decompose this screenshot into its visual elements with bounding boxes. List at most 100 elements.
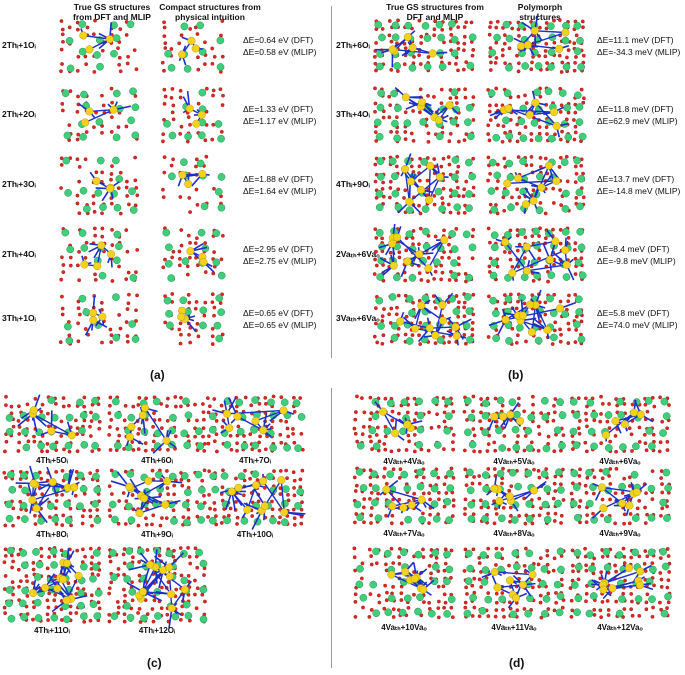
oxygen-atom bbox=[388, 179, 393, 184]
oxygen-atom bbox=[397, 255, 402, 260]
oxygen-atom bbox=[188, 240, 192, 245]
thorium-atom bbox=[93, 549, 101, 557]
thorium-atom bbox=[572, 483, 581, 491]
thorium-atom bbox=[556, 547, 565, 556]
oxygen-atom bbox=[271, 394, 276, 399]
oxygen-atom bbox=[643, 402, 648, 407]
oxygen-atom bbox=[578, 467, 582, 472]
oxygen-atom bbox=[284, 419, 289, 424]
oxygen-atom bbox=[522, 409, 526, 414]
thorium-atom bbox=[123, 575, 131, 583]
thorium-atom bbox=[560, 158, 569, 167]
thorium-atom bbox=[91, 413, 100, 421]
oxygen-atom bbox=[390, 418, 395, 423]
interstitial-atom bbox=[425, 324, 434, 333]
thorium-atom bbox=[557, 565, 565, 574]
thorium-atom bbox=[66, 245, 75, 254]
oxygen-atom bbox=[494, 56, 499, 60]
thorium-atom bbox=[353, 500, 362, 509]
oxygen-atom bbox=[107, 586, 112, 591]
interstitial-atom bbox=[544, 161, 553, 170]
interstitial-atom bbox=[227, 487, 236, 496]
oxygen-atom bbox=[212, 501, 217, 505]
oxygen-atom bbox=[421, 511, 425, 516]
oxygen-atom bbox=[427, 521, 431, 525]
oxygen-atom bbox=[91, 194, 96, 198]
thorium-atom bbox=[617, 411, 625, 419]
oxygen-atom bbox=[421, 547, 425, 552]
oxygen-atom bbox=[419, 278, 424, 282]
oxygen-atom bbox=[552, 18, 556, 23]
oxygen-atom bbox=[584, 599, 588, 604]
oxygen-atom bbox=[108, 327, 113, 332]
thorium-atom bbox=[47, 396, 56, 404]
oxygen-atom bbox=[73, 493, 78, 498]
oxygen-atom bbox=[552, 410, 557, 415]
oxygen-atom bbox=[645, 592, 650, 597]
oxygen-atom bbox=[126, 301, 131, 306]
oxygen-atom bbox=[446, 155, 451, 159]
oxygen-atom bbox=[501, 607, 505, 612]
oxygen-atom bbox=[436, 475, 441, 480]
thorium-atom bbox=[492, 309, 500, 318]
oxygen-atom bbox=[515, 201, 519, 206]
interstitial-atom bbox=[508, 269, 517, 278]
oxygen-atom bbox=[177, 263, 182, 268]
oxygen-atom bbox=[462, 210, 467, 215]
thorium-atom bbox=[18, 599, 27, 608]
oxygen-atom bbox=[26, 492, 31, 497]
oxygen-atom bbox=[32, 434, 36, 439]
oxygen-atom bbox=[186, 293, 191, 297]
oxygen-atom bbox=[46, 411, 50, 416]
oxygen-atom bbox=[573, 60, 577, 65]
oxygen-atom bbox=[107, 591, 112, 596]
oxygen-atom bbox=[178, 195, 183, 199]
oxygen-atom bbox=[76, 306, 81, 311]
thorium-atom bbox=[37, 517, 45, 525]
thorium-atom bbox=[250, 426, 258, 434]
panel_a-row-label: 2Thᵢ+3Oᵢ bbox=[2, 179, 36, 189]
thorium-atom bbox=[163, 296, 172, 305]
oxygen-atom bbox=[178, 95, 183, 100]
panel_a-row-label: 2Thᵢ+2Oᵢ bbox=[2, 109, 36, 119]
oxygen-atom bbox=[77, 249, 81, 254]
bond bbox=[140, 480, 168, 497]
oxygen-atom bbox=[516, 94, 521, 99]
oxygen-atom bbox=[11, 424, 16, 429]
oxygen-atom bbox=[492, 440, 497, 445]
thorium-atom bbox=[541, 610, 549, 618]
thorium-atom bbox=[375, 228, 384, 237]
oxygen-atom bbox=[172, 492, 176, 497]
thorium-atom bbox=[465, 273, 473, 282]
oxygen-atom bbox=[644, 600, 649, 605]
oxygen-atom bbox=[471, 292, 476, 297]
oxygen-atom bbox=[67, 403, 71, 408]
thorium-atom bbox=[508, 468, 517, 477]
thorium-atom bbox=[427, 609, 436, 618]
oxygen-atom bbox=[298, 396, 303, 400]
thorium-atom bbox=[602, 547, 611, 556]
oxygen-atom bbox=[567, 293, 571, 298]
interstitial-atom bbox=[434, 116, 443, 125]
panel_a-gs-structure bbox=[60, 86, 140, 142]
oxygen-atom bbox=[196, 67, 201, 72]
thorium-atom bbox=[215, 334, 223, 343]
oxygen-atom bbox=[278, 515, 282, 520]
oxygen-atom bbox=[202, 573, 206, 577]
panel_b-alt-structure bbox=[487, 13, 586, 74]
thorium-atom bbox=[183, 518, 191, 527]
panel-d-structure-label: 4Vaₜₕ+6Vaₒ bbox=[599, 457, 641, 466]
thorium-atom bbox=[415, 440, 423, 449]
thorium-atom bbox=[631, 548, 639, 557]
oxygen-atom bbox=[163, 257, 167, 262]
oxygen-atom bbox=[502, 41, 507, 46]
thorium-atom bbox=[484, 595, 493, 604]
panel-a-header-right: Compact structures from physical intuitio… bbox=[159, 2, 261, 22]
panel_a-alt-structure bbox=[161, 86, 225, 144]
thorium-atom bbox=[390, 89, 398, 98]
oxygen-atom bbox=[637, 613, 642, 618]
oxygen-atom bbox=[211, 122, 216, 127]
oxygen-atom bbox=[193, 241, 198, 245]
bond bbox=[529, 111, 555, 116]
oxygen-atom bbox=[600, 476, 605, 481]
